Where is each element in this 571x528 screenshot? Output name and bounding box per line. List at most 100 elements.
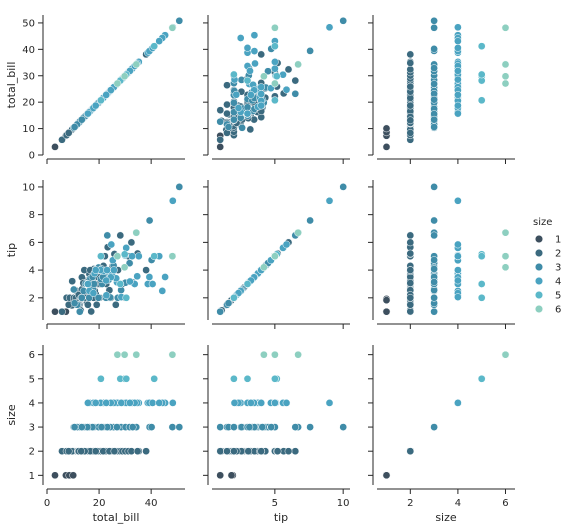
scatter-point: [430, 16, 438, 25]
scatter-point: [142, 266, 150, 274]
scatter-point: [406, 65, 415, 74]
scatter-point: [430, 293, 438, 302]
scatter-point: [113, 79, 122, 88]
scatter-point: [454, 252, 462, 261]
scatter-point: [406, 307, 415, 316]
scatter-point: [477, 96, 486, 105]
scatter-point: [306, 216, 314, 225]
scatter-point: [230, 70, 238, 79]
scatter-point: [294, 228, 302, 237]
scatter-point: [84, 109, 92, 118]
scatter-point: [84, 399, 92, 407]
scatter-point: [102, 399, 111, 407]
scatter-point: [430, 123, 438, 131]
y-tick-label: 0: [29, 151, 35, 162]
scatter-point: [291, 76, 300, 85]
scatter-point: [58, 307, 66, 316]
scatter-point: [133, 272, 142, 281]
scatter-point: [454, 276, 462, 285]
y-tick-label: 20: [22, 98, 35, 109]
scatter-point: [271, 252, 279, 261]
scatter-point: [406, 116, 415, 125]
scatter-point: [120, 263, 129, 272]
scatter-point: [291, 423, 300, 431]
scatter-point: [430, 95, 438, 104]
scatter-point: [244, 447, 253, 456]
scatter-point: [150, 252, 159, 261]
scatter-point: [150, 374, 159, 383]
scatter-point: [216, 106, 225, 115]
scatter-point: [325, 399, 334, 407]
scatter-point: [120, 250, 129, 259]
legend-entry-label: 5: [555, 291, 561, 302]
scatter-point: [110, 266, 118, 274]
scatter-point: [454, 37, 462, 45]
scatter-point: [382, 307, 391, 316]
scatter-point: [175, 183, 184, 191]
x-tick-label: 20: [93, 498, 106, 509]
scatter-point: [70, 123, 79, 131]
y-tick-label: 4: [29, 398, 35, 409]
scatter-point: [501, 252, 510, 261]
scatter-point: [230, 374, 238, 383]
scatter-point: [477, 42, 486, 51]
scatter-point: [175, 423, 184, 431]
scatter-point: [382, 143, 391, 151]
scatter-point: [168, 350, 177, 359]
legend-marker: [534, 248, 544, 258]
scatter-point: [406, 266, 415, 274]
scatter-point: [91, 266, 100, 274]
legend-entry-label: 1: [555, 235, 561, 246]
scatter-point: [250, 47, 259, 55]
scatter-point: [77, 423, 86, 431]
scatter-point: [406, 129, 415, 137]
y-tick-label: 2: [29, 447, 35, 458]
scatter-point: [501, 350, 510, 359]
y-tick-label: 10: [22, 124, 35, 135]
scatter-point: [111, 300, 120, 309]
scatter-point: [243, 76, 252, 85]
scatter-point: [284, 65, 293, 74]
scatter-point: [273, 447, 282, 456]
scatter-point: [454, 240, 462, 249]
legend-entry-label: 4: [555, 277, 561, 288]
scatter-point: [430, 23, 438, 32]
scatter-point: [339, 16, 348, 25]
scatter-point: [257, 399, 266, 407]
scatter-point: [430, 216, 438, 225]
x-tick-label: 40: [145, 498, 158, 509]
panel-total_bill-vs-total_bill: 0 10 20 30 40 50 total_bill: [5, 15, 185, 164]
scatter-point: [271, 58, 279, 66]
scatter-point: [103, 266, 111, 274]
scatter-point: [148, 280, 157, 288]
scatter-point: [430, 231, 438, 240]
scatter-point: [477, 293, 486, 302]
scatter-point: [128, 252, 136, 261]
scatter-point: [230, 423, 238, 431]
scatter-point: [216, 307, 225, 316]
scatter-point: [103, 231, 112, 240]
scatter-point: [430, 64, 438, 72]
scatter-point: [120, 350, 129, 359]
scatter-point: [454, 399, 462, 407]
scatter-point: [454, 75, 462, 84]
scatter-point: [271, 64, 279, 73]
y-tick-label: 4: [29, 266, 35, 277]
scatter-point: [258, 423, 267, 431]
scatter-point: [224, 299, 233, 308]
scatter-point: [87, 307, 96, 316]
scatter-point: [243, 44, 252, 52]
scatter-point: [145, 273, 154, 281]
scatter-point: [122, 293, 131, 302]
scatter-point: [91, 399, 100, 407]
scatter-point: [454, 23, 462, 32]
scatter-point: [406, 59, 415, 67]
scatter-point: [51, 307, 59, 316]
scatter-point: [257, 83, 266, 91]
scatter-point: [51, 471, 59, 480]
scatter-point: [110, 447, 119, 456]
scatter-point: [94, 293, 103, 302]
scatter-point: [224, 123, 233, 131]
scatter-point: [132, 60, 141, 69]
scatter-point: [51, 143, 59, 151]
